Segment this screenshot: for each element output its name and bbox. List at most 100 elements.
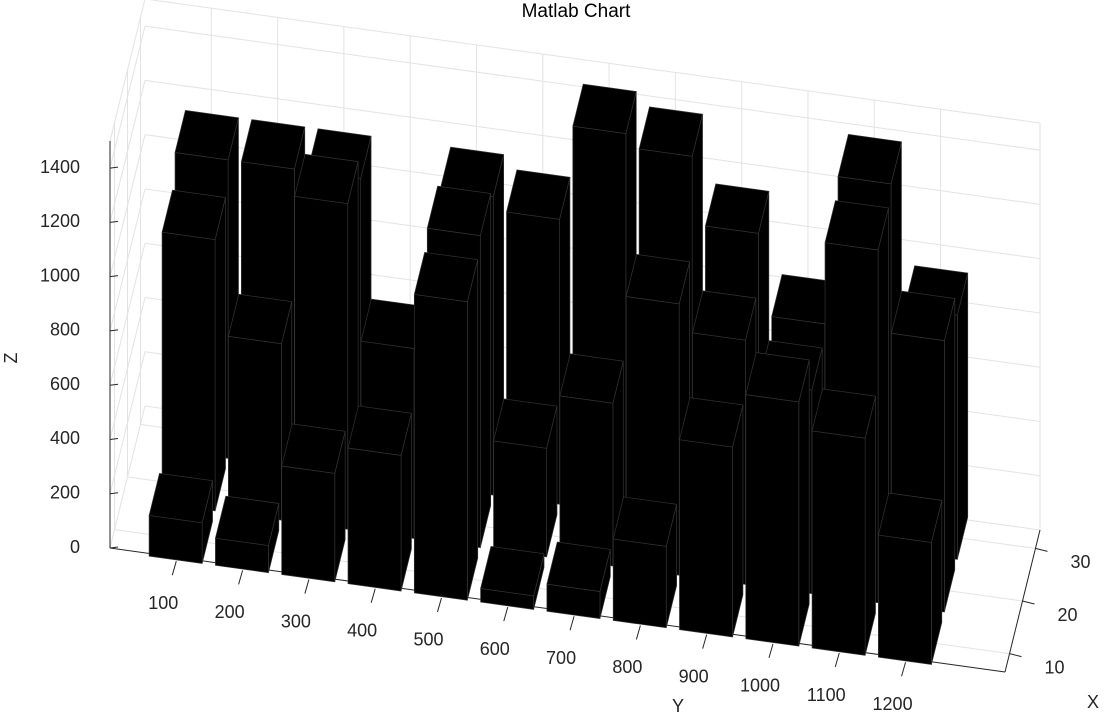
bar-face <box>837 134 902 185</box>
x-axis-label: X <box>1087 692 1099 712</box>
y-tick-label: 800 <box>612 657 642 677</box>
bar-face <box>612 538 667 629</box>
tick-mark <box>702 634 708 649</box>
bar-face <box>281 423 346 474</box>
z-tick-label: 400 <box>50 428 80 448</box>
box-edge <box>148 0 1041 124</box>
bar-face <box>692 290 757 341</box>
bar-face <box>174 110 239 161</box>
bar-face <box>161 231 216 512</box>
bar-face <box>426 185 492 236</box>
tick-mark <box>304 579 310 594</box>
bar-face <box>745 394 800 647</box>
bar-face <box>347 447 402 592</box>
y-tick-label: 600 <box>480 639 510 659</box>
box-edge <box>109 0 146 142</box>
x-tick-label: 10 <box>1045 657 1065 677</box>
tick-mark <box>370 588 376 603</box>
tick-mark <box>109 329 119 332</box>
bar-face <box>493 440 547 558</box>
bar-face <box>281 465 336 583</box>
bar-face <box>227 293 293 345</box>
y-tick-label: 500 <box>413 630 443 650</box>
bar-face <box>638 106 703 157</box>
bar-face <box>877 492 943 543</box>
bar-face <box>347 405 412 456</box>
x-tick-label: 30 <box>1070 552 1090 572</box>
y-tick-label: 900 <box>679 666 709 686</box>
bar-face <box>811 430 866 656</box>
bar-face <box>214 495 280 546</box>
bar-face <box>864 396 876 656</box>
tick-mark <box>437 597 442 613</box>
bar-face <box>559 353 624 404</box>
bar-face <box>679 397 744 448</box>
bar-face <box>679 439 733 638</box>
bar-face <box>413 294 468 601</box>
bar-face <box>161 189 226 240</box>
bar-face <box>413 251 479 303</box>
y-tick-label: 1000 <box>740 676 780 696</box>
tick-mark <box>768 643 774 658</box>
bar-face <box>479 193 492 548</box>
tick-mark <box>569 616 575 631</box>
z-tick-label: 600 <box>50 374 80 394</box>
bar-face <box>890 290 956 341</box>
y-tick-label: 1200 <box>873 694 913 714</box>
chart-title: Matlab Chart <box>522 1 631 22</box>
bar-face <box>214 197 226 511</box>
bar-face <box>798 359 810 647</box>
tick-mark <box>109 166 119 169</box>
bar-face <box>878 534 932 665</box>
bar-face <box>240 119 306 170</box>
bar-face <box>467 259 479 601</box>
tick-mark <box>503 606 509 622</box>
tick-mark <box>635 625 641 640</box>
bar-face <box>704 183 770 234</box>
tick-mark <box>109 220 119 223</box>
y-tick-label: 100 <box>148 593 178 613</box>
bar-face <box>493 398 558 449</box>
bar-face <box>612 496 678 547</box>
tick-mark <box>1035 547 1048 552</box>
tick-mark <box>109 383 119 386</box>
tick-mark <box>238 570 244 585</box>
bar-face <box>148 515 203 564</box>
tick-mark <box>901 662 907 677</box>
z-axis-label: Z <box>1 353 21 364</box>
tick-mark <box>109 275 119 278</box>
z-tick-label: 800 <box>50 320 80 340</box>
y-tick-label: 300 <box>281 611 311 631</box>
y-tick-label: 400 <box>347 620 377 640</box>
bar-face <box>480 546 545 597</box>
bar-face <box>546 541 611 592</box>
bar-face <box>944 298 956 613</box>
bar-face <box>294 153 359 205</box>
z-tick-label: 200 <box>50 482 80 502</box>
bar-face <box>228 335 282 521</box>
bar-face <box>957 272 969 560</box>
y-tick-label: 700 <box>546 648 576 668</box>
z-tick-label: 1400 <box>40 157 80 177</box>
tick-mark <box>1022 600 1035 605</box>
bar-face <box>625 254 691 305</box>
bar-face <box>506 169 571 220</box>
y-tick-label: 200 <box>215 602 245 622</box>
bar-face <box>559 395 614 567</box>
y-tick-label: 1100 <box>807 685 846 705</box>
y-axis-label: Y <box>672 696 684 716</box>
z-tick-label: 0 <box>70 537 80 557</box>
x-tick-label: 20 <box>1057 605 1077 625</box>
bar-face <box>572 83 637 134</box>
tick-mark <box>109 437 119 440</box>
tick-mark <box>109 546 119 549</box>
tick-mark <box>834 652 840 668</box>
tick-mark <box>1009 653 1022 658</box>
z-tick-label: 1000 <box>40 265 80 285</box>
tick-mark <box>109 492 119 495</box>
z-tick-label: 1200 <box>40 211 80 231</box>
bar-face <box>824 200 889 251</box>
bar-face <box>811 388 876 439</box>
bar-face <box>148 472 213 524</box>
